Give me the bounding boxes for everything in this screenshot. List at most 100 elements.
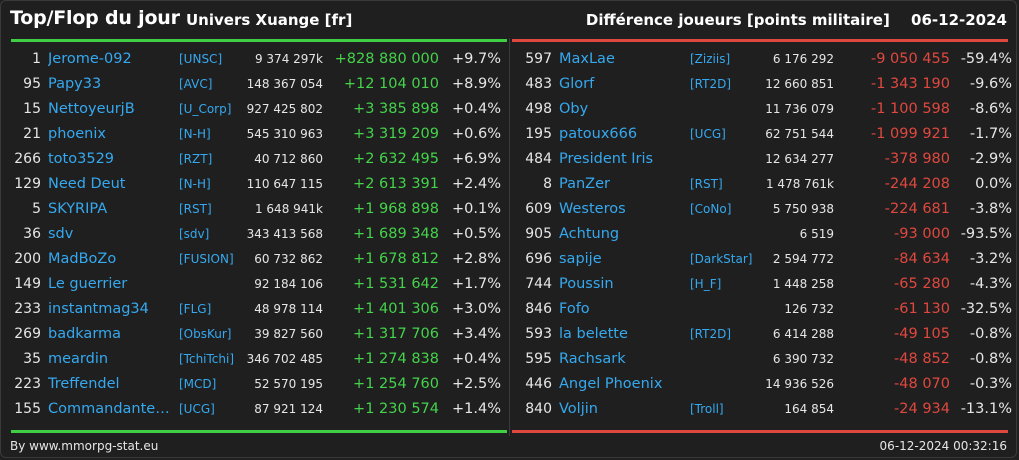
player-points: 52 570 195 <box>254 377 323 391</box>
player-name-link[interactable]: sapije <box>559 251 602 267</box>
alliance-tag-link[interactable]: [UCG] <box>179 402 215 416</box>
points-difference: -1 099 921 <box>870 126 950 142</box>
percent-change: +0.4% <box>452 351 501 367</box>
alliance-tag-link[interactable]: [MCD] <box>179 377 217 391</box>
player-name-link[interactable]: Westeros <box>559 201 626 217</box>
points-difference: +1 274 838 <box>353 351 439 367</box>
alliance-tag-link[interactable]: [UCG] <box>690 127 726 141</box>
player-points: 92 184 106 <box>254 277 323 291</box>
points-difference: +2 632 495 <box>353 151 439 167</box>
player-name-link[interactable]: badkarma <box>48 326 122 342</box>
player-rank: 846 <box>525 301 552 317</box>
player-name-link[interactable]: MadBoZo <box>48 251 117 267</box>
alliance-tag-link[interactable]: [N-H] <box>179 127 211 141</box>
flop-row: 905 Achtung 6 519 -93 000 -93.5% <box>514 222 1014 247</box>
percent-change: -4.3% <box>969 276 1012 292</box>
percent-change: +8.9% <box>452 76 501 92</box>
player-name-link[interactable]: President Iris <box>559 151 654 167</box>
percent-change: -1.7% <box>969 126 1012 142</box>
top-row: 21 phoenix [N-H] 545 310 963 +3 319 209 +0.6% <box>3 122 503 147</box>
top-row: 200 MadBoZo [FUSION] 60 732 862 +1 678 812 +2… <box>3 247 503 272</box>
points-difference: -1 100 598 <box>870 101 950 117</box>
points-difference: -244 208 <box>884 176 950 192</box>
player-name-link[interactable]: NettoyeurjB <box>48 101 135 117</box>
player-name-link[interactable]: Need Deut <box>48 176 126 192</box>
player-points: 5 750 938 <box>772 202 834 216</box>
alliance-tag-link[interactable]: [UNSC] <box>179 52 223 66</box>
player-name-link[interactable]: Achtung <box>559 226 620 242</box>
player-name-link[interactable]: MaxLae <box>559 51 615 67</box>
player-name-link[interactable]: Oby <box>559 101 589 117</box>
alliance-tag-link[interactable]: [TchiTchi] <box>179 352 235 366</box>
player-name-link[interactable]: instantmag34 <box>48 301 149 317</box>
player-name-link[interactable]: PanZer <box>559 176 610 192</box>
player-name-link[interactable]: sdv <box>48 226 74 242</box>
player-name-link[interactable]: Papy33 <box>48 76 102 92</box>
player-name-link[interactable]: la belette <box>559 326 628 342</box>
alliance-tag-link[interactable]: [FLG] <box>179 302 212 316</box>
alliance-tag-link[interactable]: [H_F] <box>690 277 722 291</box>
player-name-link[interactable]: Treffendel <box>48 376 120 392</box>
player-name-link[interactable]: toto3529 <box>48 151 115 167</box>
top-row: 149 Le guerrier 92 184 106 +1 531 642 +1.7% <box>3 272 503 297</box>
player-name-link[interactable]: phoenix <box>48 126 106 142</box>
alliance-tag-link[interactable]: [CoNo] <box>690 202 732 216</box>
player-name-link[interactable]: SKYRIPA <box>48 201 108 217</box>
percent-change: +1.4% <box>452 401 501 417</box>
top-row: 129 Need Deut [N-H] 110 647 115 +2 613 391 +2… <box>3 172 503 197</box>
player-rank: 200 <box>14 251 41 267</box>
points-difference: -48 070 <box>894 376 950 392</box>
player-name-link[interactable]: Glorf <box>559 76 595 92</box>
player-points: 164 854 <box>784 402 834 416</box>
alliance-tag-link[interactable]: [RST] <box>690 177 723 191</box>
alliance-tag-link[interactable]: [N-H] <box>179 177 211 191</box>
alliance-tag-link[interactable]: [RZT] <box>179 152 213 166</box>
alliance-tag-link[interactable]: [FUSION] <box>179 252 234 266</box>
player-rank: 35 <box>23 351 41 367</box>
alliance-tag-link[interactable]: [RST] <box>179 202 212 216</box>
player-name-link[interactable]: Poussin <box>559 276 614 292</box>
player-name-link[interactable]: meardin <box>48 351 109 367</box>
points-difference: -224 681 <box>884 201 950 217</box>
player-points: 40 712 860 <box>254 152 323 166</box>
alliance-tag-link[interactable]: [sdv] <box>179 227 210 241</box>
percent-change: -8.6% <box>969 101 1012 117</box>
alliance-tag-link[interactable]: [AVC] <box>179 77 213 91</box>
player-rank: 149 <box>14 276 41 292</box>
flop-row: 846 Fofo 126 732 -61 130 -32.5% <box>514 297 1014 322</box>
alliance-tag-link[interactable]: [DarkStar] <box>690 252 753 266</box>
points-difference: +1 230 574 <box>353 401 439 417</box>
player-rank: 8 <box>543 176 552 192</box>
alliance-tag-link[interactable]: [RT2D] <box>690 327 732 341</box>
percent-change: +0.1% <box>452 201 501 217</box>
player-points: 11 736 079 <box>765 102 834 116</box>
player-name-link[interactable]: Jerome-092 <box>48 51 132 67</box>
alliance-tag-link[interactable]: [Troll] <box>690 402 724 416</box>
alliance-tag-link[interactable]: [RT2D] <box>690 77 732 91</box>
player-name-link[interactable]: Le guerrier <box>48 276 128 292</box>
player-name-link[interactable]: Voljin <box>559 401 598 417</box>
player-name-link[interactable]: Commandante ... <box>48 401 172 417</box>
player-name-link[interactable]: Angel Phoenix <box>559 376 663 392</box>
player-points: 148 367 054 <box>246 77 323 91</box>
player-points: 62 751 544 <box>765 127 834 141</box>
player-name-link[interactable]: patoux666 <box>559 126 638 142</box>
flop-table-top-bar <box>512 39 1008 42</box>
top-row: 36 sdv [sdv] 343 413 568 +1 689 348 +0.5% <box>3 222 503 247</box>
player-rank: 15 <box>23 101 41 117</box>
alliance-tag-link[interactable]: [U_Corp] <box>179 102 232 116</box>
alliance-tag-link[interactable]: [Ziziis] <box>690 52 731 66</box>
player-rank: 95 <box>23 76 41 92</box>
points-difference: +2 613 391 <box>353 176 439 192</box>
top-row: 35 meardin [TchiTchi] 346 702 485 +1 274 838… <box>3 347 503 372</box>
player-points: 6 414 288 <box>772 327 834 341</box>
percent-change: -2.9% <box>969 151 1012 167</box>
points-difference: +1 401 306 <box>353 301 439 317</box>
top-table-top-bar <box>11 39 507 42</box>
player-points: 60 732 862 <box>254 252 323 266</box>
player-name-link[interactable]: Rachsark <box>559 351 626 367</box>
player-name-link[interactable]: Fofo <box>559 301 590 317</box>
alliance-tag-link[interactable]: [ObsKur] <box>179 327 232 341</box>
percent-change: +0.5% <box>452 226 501 242</box>
player-rank: 5 <box>32 201 41 217</box>
